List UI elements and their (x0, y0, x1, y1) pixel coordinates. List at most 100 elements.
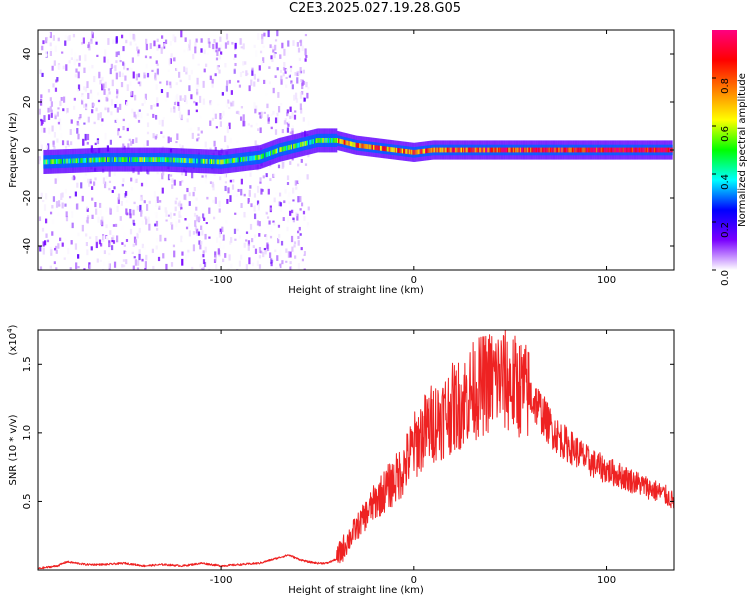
ridge-core (465, 147, 467, 153)
noise-speck (108, 91, 111, 95)
noise-speck (183, 95, 186, 101)
noise-speck (123, 145, 126, 150)
noise-speck (249, 81, 252, 86)
noise-speck (252, 245, 255, 249)
noise-speck (109, 68, 112, 75)
noise-speck (146, 72, 150, 78)
noise-speck (78, 213, 81, 219)
ridge-core (220, 159, 222, 165)
noise-speck (253, 234, 257, 238)
noise-speck (104, 81, 107, 88)
noise-speck (170, 107, 173, 113)
noise-speck (219, 121, 222, 127)
noise-speck (236, 140, 239, 143)
noise-speck (112, 39, 115, 44)
ridge-core (334, 138, 337, 143)
noise-speck (173, 179, 176, 186)
noise-speck (235, 193, 239, 197)
noise-speck (221, 226, 224, 233)
ridge-core (337, 138, 339, 143)
noise-speck (50, 101, 54, 107)
noise-speck (179, 215, 183, 218)
noise-speck (263, 250, 266, 258)
ridge-core (445, 147, 448, 153)
noise-speck (263, 247, 266, 251)
noise-speck (249, 185, 252, 189)
noise-speck (197, 63, 200, 66)
ridge-core (120, 157, 123, 162)
noise-speck (81, 224, 84, 232)
ridge-core (192, 158, 194, 164)
noise-speck (108, 252, 111, 256)
ridge-core (330, 138, 332, 143)
noise-speck (117, 128, 120, 132)
ridge-core (196, 158, 198, 164)
noise-speck (77, 84, 81, 91)
noise-speck (97, 92, 100, 96)
ridge-core (601, 147, 604, 153)
noise-speck (101, 76, 104, 82)
noise-speck (245, 70, 248, 77)
noise-speck (243, 190, 246, 193)
ridge-core (88, 157, 90, 163)
noise-speck (201, 230, 204, 236)
ridge-core (126, 157, 129, 162)
ridge-core (73, 158, 75, 164)
noise-speck (178, 111, 182, 118)
noise-speck (60, 97, 63, 101)
noise-speck (109, 230, 112, 235)
noise-speck (253, 213, 257, 220)
noise-speck (164, 207, 167, 213)
ridge-core (168, 157, 170, 163)
noise-speck (193, 100, 196, 104)
ridge-core (276, 148, 279, 153)
noise-speck (224, 253, 227, 258)
noise-speck (73, 58, 76, 66)
noise-speck (133, 111, 136, 118)
ridge-core (372, 144, 375, 150)
ridge-core (448, 147, 450, 153)
noise-speck (187, 249, 190, 253)
noise-speck (253, 44, 256, 48)
noise-speck (156, 38, 159, 42)
noise-speck (255, 122, 258, 126)
ridge-core (179, 157, 182, 163)
noise-speck (296, 68, 299, 73)
ridge-core (512, 147, 515, 153)
noise-speck (289, 65, 293, 69)
ridge-core (310, 139, 312, 145)
noise-speck (86, 178, 90, 183)
noise-speck (161, 173, 164, 180)
noise-speck (213, 140, 216, 147)
ridge-core (318, 138, 320, 143)
noise-speck (130, 67, 133, 73)
noise-speck (96, 140, 99, 147)
noise-speck (45, 233, 48, 238)
noise-speck (257, 128, 260, 132)
ridge-core (466, 147, 469, 153)
noise-speck (41, 45, 44, 51)
ridge-core (383, 146, 385, 152)
ridge-core (258, 154, 260, 160)
noise-speck (91, 32, 94, 39)
noise-speck (62, 96, 66, 103)
ridge-core (45, 159, 48, 165)
ridge-core (131, 157, 133, 162)
noise-speck (143, 143, 146, 148)
noise-speck (193, 224, 196, 229)
ridge-core (386, 146, 389, 152)
ridge-core (313, 138, 316, 144)
noise-speck (77, 232, 80, 237)
noise-speck (86, 141, 89, 145)
ridge-core (161, 157, 163, 162)
ridge-core (296, 143, 299, 148)
noise-speck (54, 178, 57, 184)
colorbar-label: Normalized spectral amplitude (737, 73, 748, 227)
noise-speck (294, 180, 297, 186)
noise-speck (226, 126, 230, 134)
ridge-core (659, 147, 662, 153)
noise-speck (240, 203, 243, 208)
noise-speck (209, 100, 212, 106)
noise-speck (182, 98, 185, 101)
noise-speck (266, 216, 270, 219)
